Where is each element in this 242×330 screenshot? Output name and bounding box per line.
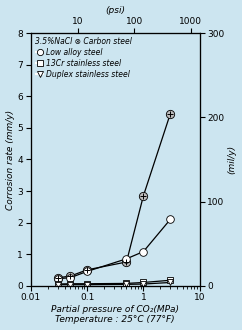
X-axis label: Partial pressure of CO₂(MPa)
Temperature : 25°C (77°F): Partial pressure of CO₂(MPa) Temperature… [51,305,179,324]
Y-axis label: (mil/y): (mil/y) [227,145,236,174]
Y-axis label: Corrosion rate (mm/y): Corrosion rate (mm/y) [6,110,15,210]
X-axis label: (psi): (psi) [105,6,125,15]
Legend: Low alloy steel, 13Cr stainless steel, Duplex stainless steel: Low alloy steel, 13Cr stainless steel, D… [33,36,133,81]
